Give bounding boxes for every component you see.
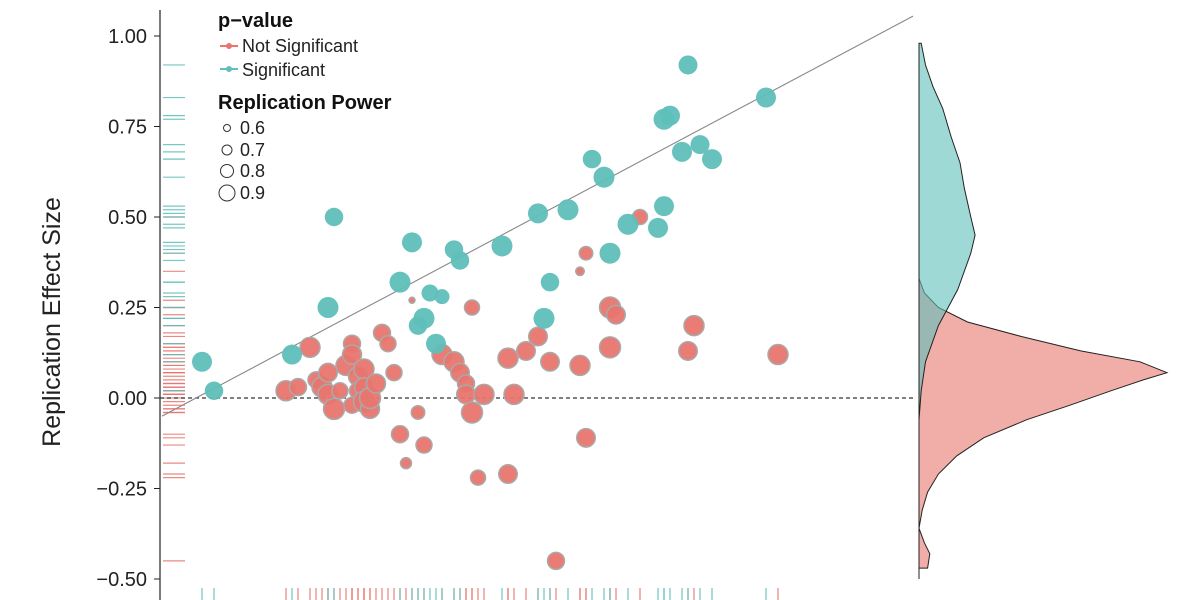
point-significant: [402, 232, 422, 253]
point-not-significant: [318, 362, 338, 383]
point-significant: [660, 105, 680, 126]
legend-swatch-dot-significant: [226, 66, 232, 72]
legend-size-label-3: 0.9: [240, 183, 265, 203]
y-tick-label: 0.75: [108, 117, 147, 139]
point-not-significant: [578, 245, 594, 261]
point-not-significant: [299, 336, 321, 359]
y-axis-title: Replication Effect Size: [38, 197, 66, 447]
y-tick-label: 1.00: [108, 26, 147, 48]
point-significant: [192, 351, 212, 372]
point-not-significant: [497, 347, 519, 369]
point-significant: [413, 307, 435, 329]
point-significant: [317, 297, 339, 318]
point-not-significant: [408, 296, 416, 305]
point-not-significant: [498, 464, 518, 485]
y-tick-label: 0.50: [108, 207, 147, 229]
point-significant: [593, 166, 615, 188]
point-not-significant: [456, 384, 476, 405]
point-not-significant: [576, 427, 596, 448]
legend-size-title: Replication Power: [218, 92, 392, 114]
point-not-significant: [546, 551, 566, 571]
point-not-significant: [767, 343, 789, 366]
point-significant: [648, 217, 668, 238]
point-significant: [282, 344, 302, 365]
point-not-significant: [606, 304, 626, 325]
point-not-significant: [379, 334, 397, 353]
point-significant: [324, 207, 344, 227]
point-significant: [557, 199, 579, 221]
density-plot: [918, 42, 1169, 579]
density-significant: [918, 42, 976, 420]
point-not-significant: [569, 354, 591, 377]
legend-color-title: p−value: [218, 10, 293, 32]
point-significant: [204, 381, 224, 401]
point-not-significant: [288, 377, 308, 397]
point-significant: [756, 87, 776, 108]
point-not-significant: [503, 383, 525, 406]
point-not-significant: [575, 266, 585, 277]
point-not-significant: [473, 383, 495, 406]
y-tick-label: 0.25: [108, 298, 147, 320]
point-significant: [690, 135, 710, 155]
point-not-significant: [528, 326, 548, 347]
point-not-significant: [516, 340, 536, 361]
point-not-significant: [683, 314, 705, 337]
legend-label-not-significant: Not Significant: [242, 36, 358, 56]
point-significant: [540, 272, 560, 292]
point-significant: [582, 149, 602, 169]
y-rug: [163, 64, 185, 562]
legend-size-swatch-2: [220, 164, 234, 178]
point-significant: [654, 196, 674, 217]
legend: p−value Not Significant Significant Repl…: [218, 10, 392, 203]
point-not-significant: [410, 404, 426, 420]
point-significant: [672, 141, 692, 162]
legend-size-swatch-1: [221, 144, 233, 156]
point-not-significant: [678, 340, 698, 361]
point-not-significant: [390, 424, 410, 444]
point-significant: [426, 333, 446, 354]
point-significant: [434, 289, 450, 305]
legend-size-label-0: 0.6: [240, 118, 265, 138]
legend-swatch-dot-not-significant: [226, 43, 232, 49]
point-significant: [678, 55, 698, 75]
point-not-significant: [463, 299, 481, 316]
point-not-significant: [341, 344, 363, 365]
point-not-significant: [322, 397, 346, 421]
point-significant: [421, 284, 439, 302]
point-not-significant: [460, 401, 484, 424]
point-not-significant: [469, 469, 487, 486]
y-tick-label: 0.00: [108, 388, 147, 410]
legend-label-significant: Significant: [242, 60, 325, 80]
point-significant: [617, 213, 639, 235]
point-not-significant: [385, 363, 403, 382]
x-rug: [201, 588, 779, 600]
data-points: [192, 55, 789, 571]
point-significant: [389, 271, 411, 293]
legend-size-swatch-3: [218, 184, 236, 202]
y-tick-label: −0.50: [96, 569, 147, 591]
point-significant: [491, 235, 513, 257]
point-not-significant: [540, 351, 560, 372]
point-significant: [528, 203, 548, 224]
point-not-significant: [331, 382, 349, 400]
point-significant: [702, 149, 722, 170]
legend-size-swatch-0: [223, 124, 231, 132]
y-axis: 1.00 0.75 0.50 0.25 0.00 −0.25 −0.50: [96, 10, 161, 600]
legend-size-label-1: 0.7: [240, 140, 265, 160]
density-not-significant: [918, 278, 1169, 569]
point-significant: [533, 307, 555, 329]
point-significant: [599, 242, 621, 264]
point-not-significant: [598, 336, 622, 359]
point-not-significant: [415, 436, 433, 454]
point-not-significant: [399, 456, 413, 470]
y-tick-label: −0.25: [96, 479, 147, 501]
point-not-significant: [365, 373, 387, 394]
legend-size-label-2: 0.8: [240, 161, 265, 181]
point-significant: [450, 251, 470, 270]
